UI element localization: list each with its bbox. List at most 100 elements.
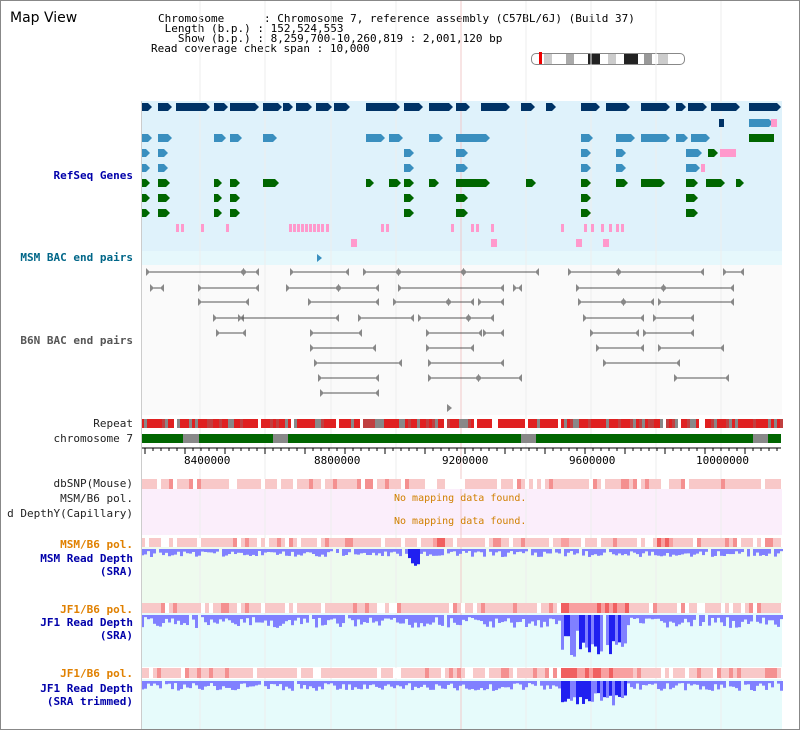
length-info: Length (b.p.) : 152,524,553	[164, 22, 344, 35]
polymorphism-cell	[637, 603, 641, 613]
read-depth-bar	[777, 615, 780, 627]
b6n-bac-label[interactable]: B6N BAC end pairs	[20, 334, 133, 347]
read-depth-bar	[399, 681, 402, 687]
polymorphism-cell	[613, 538, 617, 547]
repeat-segment	[636, 419, 639, 428]
read-depth-bar	[390, 681, 393, 687]
read-depth-bar	[285, 549, 288, 556]
polymorphism-cell	[457, 668, 461, 678]
polymorphism-cell	[309, 479, 313, 489]
read-depth-bar	[774, 549, 777, 557]
read-depth-bar	[426, 615, 429, 624]
polymorphism-cell	[565, 603, 569, 613]
polymorphism-cell	[193, 668, 197, 678]
read-depth-bar	[336, 549, 339, 553]
repeat-segment	[204, 419, 207, 428]
repeat-segment	[402, 419, 405, 428]
repeat-segment	[333, 419, 336, 428]
read-depth-bar	[507, 681, 510, 688]
polymorphism-cell	[397, 538, 401, 547]
read-depth-bar	[690, 549, 693, 557]
read-depth-bar	[387, 549, 390, 557]
read-depth-bar	[549, 615, 552, 619]
refseq-pseudo	[321, 224, 324, 232]
read-depth-bar	[252, 681, 255, 687]
repeat-segment	[516, 419, 519, 428]
polymorphism-cell	[157, 668, 161, 678]
refseq-gene	[456, 164, 464, 172]
polymorphism-cell	[241, 603, 245, 613]
bac-end	[426, 329, 430, 337]
polymorphism-cell	[161, 603, 165, 613]
repeat-segment	[360, 419, 363, 428]
bac-end	[428, 359, 432, 367]
repeat-segment	[393, 419, 396, 428]
read-depth-bar	[342, 615, 345, 624]
read-depth-bar	[426, 681, 429, 688]
repeat-segment	[141, 419, 144, 428]
read-depth-bar	[384, 681, 387, 686]
polymorphism-cell	[641, 668, 645, 678]
read-depth-bar	[519, 549, 522, 552]
chromosome-ideogram[interactable]	[531, 53, 685, 65]
refseq-gene	[404, 209, 410, 217]
polymorphism-cell	[705, 479, 709, 489]
read-depth-bar	[453, 615, 456, 623]
read-depth-bar	[765, 615, 768, 625]
polymorphism-cell	[289, 668, 293, 678]
read-depth-bar	[417, 549, 420, 565]
polymorphism-cell	[245, 538, 249, 547]
polymorphism-cell	[621, 603, 625, 613]
polymorphism-cell	[325, 603, 329, 613]
polymorphism-cell	[153, 668, 157, 678]
read-depth-bar	[252, 615, 255, 618]
read-depth-bar	[702, 615, 705, 623]
refseq-gene-arrow	[146, 209, 150, 217]
read-depth-bar	[285, 615, 288, 622]
bac-end	[500, 298, 504, 306]
repeat-segment	[411, 419, 414, 428]
read-depth-bar	[720, 681, 723, 685]
msm-bac-label[interactable]: MSM BAC end pairs	[20, 251, 133, 264]
span-label: Read coverage check span	[151, 42, 310, 55]
repeat-segment	[702, 419, 705, 428]
read-depth-bar	[678, 549, 681, 556]
repeat-segment	[180, 419, 183, 428]
polymorphism-cell	[757, 538, 761, 547]
refseq-gene	[686, 194, 694, 202]
read-depth-bar	[588, 681, 591, 702]
read-depth-bar	[537, 615, 540, 621]
refseq-genes-label[interactable]: RefSeq Genes	[53, 169, 133, 182]
polymorphism-cell	[461, 668, 465, 678]
refseq-gene	[142, 164, 146, 172]
refseq-gene-arrow	[439, 134, 443, 142]
refseq-gene	[749, 103, 777, 111]
repeat-segment	[159, 419, 162, 428]
polymorphism-cell	[733, 603, 737, 613]
polymorphism-cell	[377, 603, 381, 613]
refseq-gene	[456, 149, 464, 157]
read-depth-bar	[366, 615, 369, 623]
read-depth-bar	[537, 549, 540, 557]
read-depth-bar	[732, 615, 735, 621]
read-depth-bar	[423, 615, 426, 627]
refseq-gene	[158, 149, 164, 157]
read-depth-bar	[312, 615, 315, 620]
refseq-gene-arrow	[694, 209, 698, 217]
read-depth-bar	[147, 615, 150, 620]
read-depth-bar	[714, 681, 717, 685]
repeat-segment	[327, 419, 330, 428]
read-depth-bar	[324, 549, 327, 557]
polymorphism-cell	[601, 538, 605, 547]
polymorphism-cell	[669, 538, 673, 547]
polymorphism-cell	[585, 603, 589, 613]
polymorphism-cell	[697, 479, 701, 489]
repeat-segment	[201, 419, 204, 428]
repeat-segment	[654, 419, 657, 428]
refseq-gene	[142, 134, 148, 142]
read-depth-bar	[690, 681, 693, 686]
bac-end	[255, 268, 259, 276]
read-depth-bar	[603, 549, 606, 553]
read-depth-bar	[765, 549, 768, 556]
